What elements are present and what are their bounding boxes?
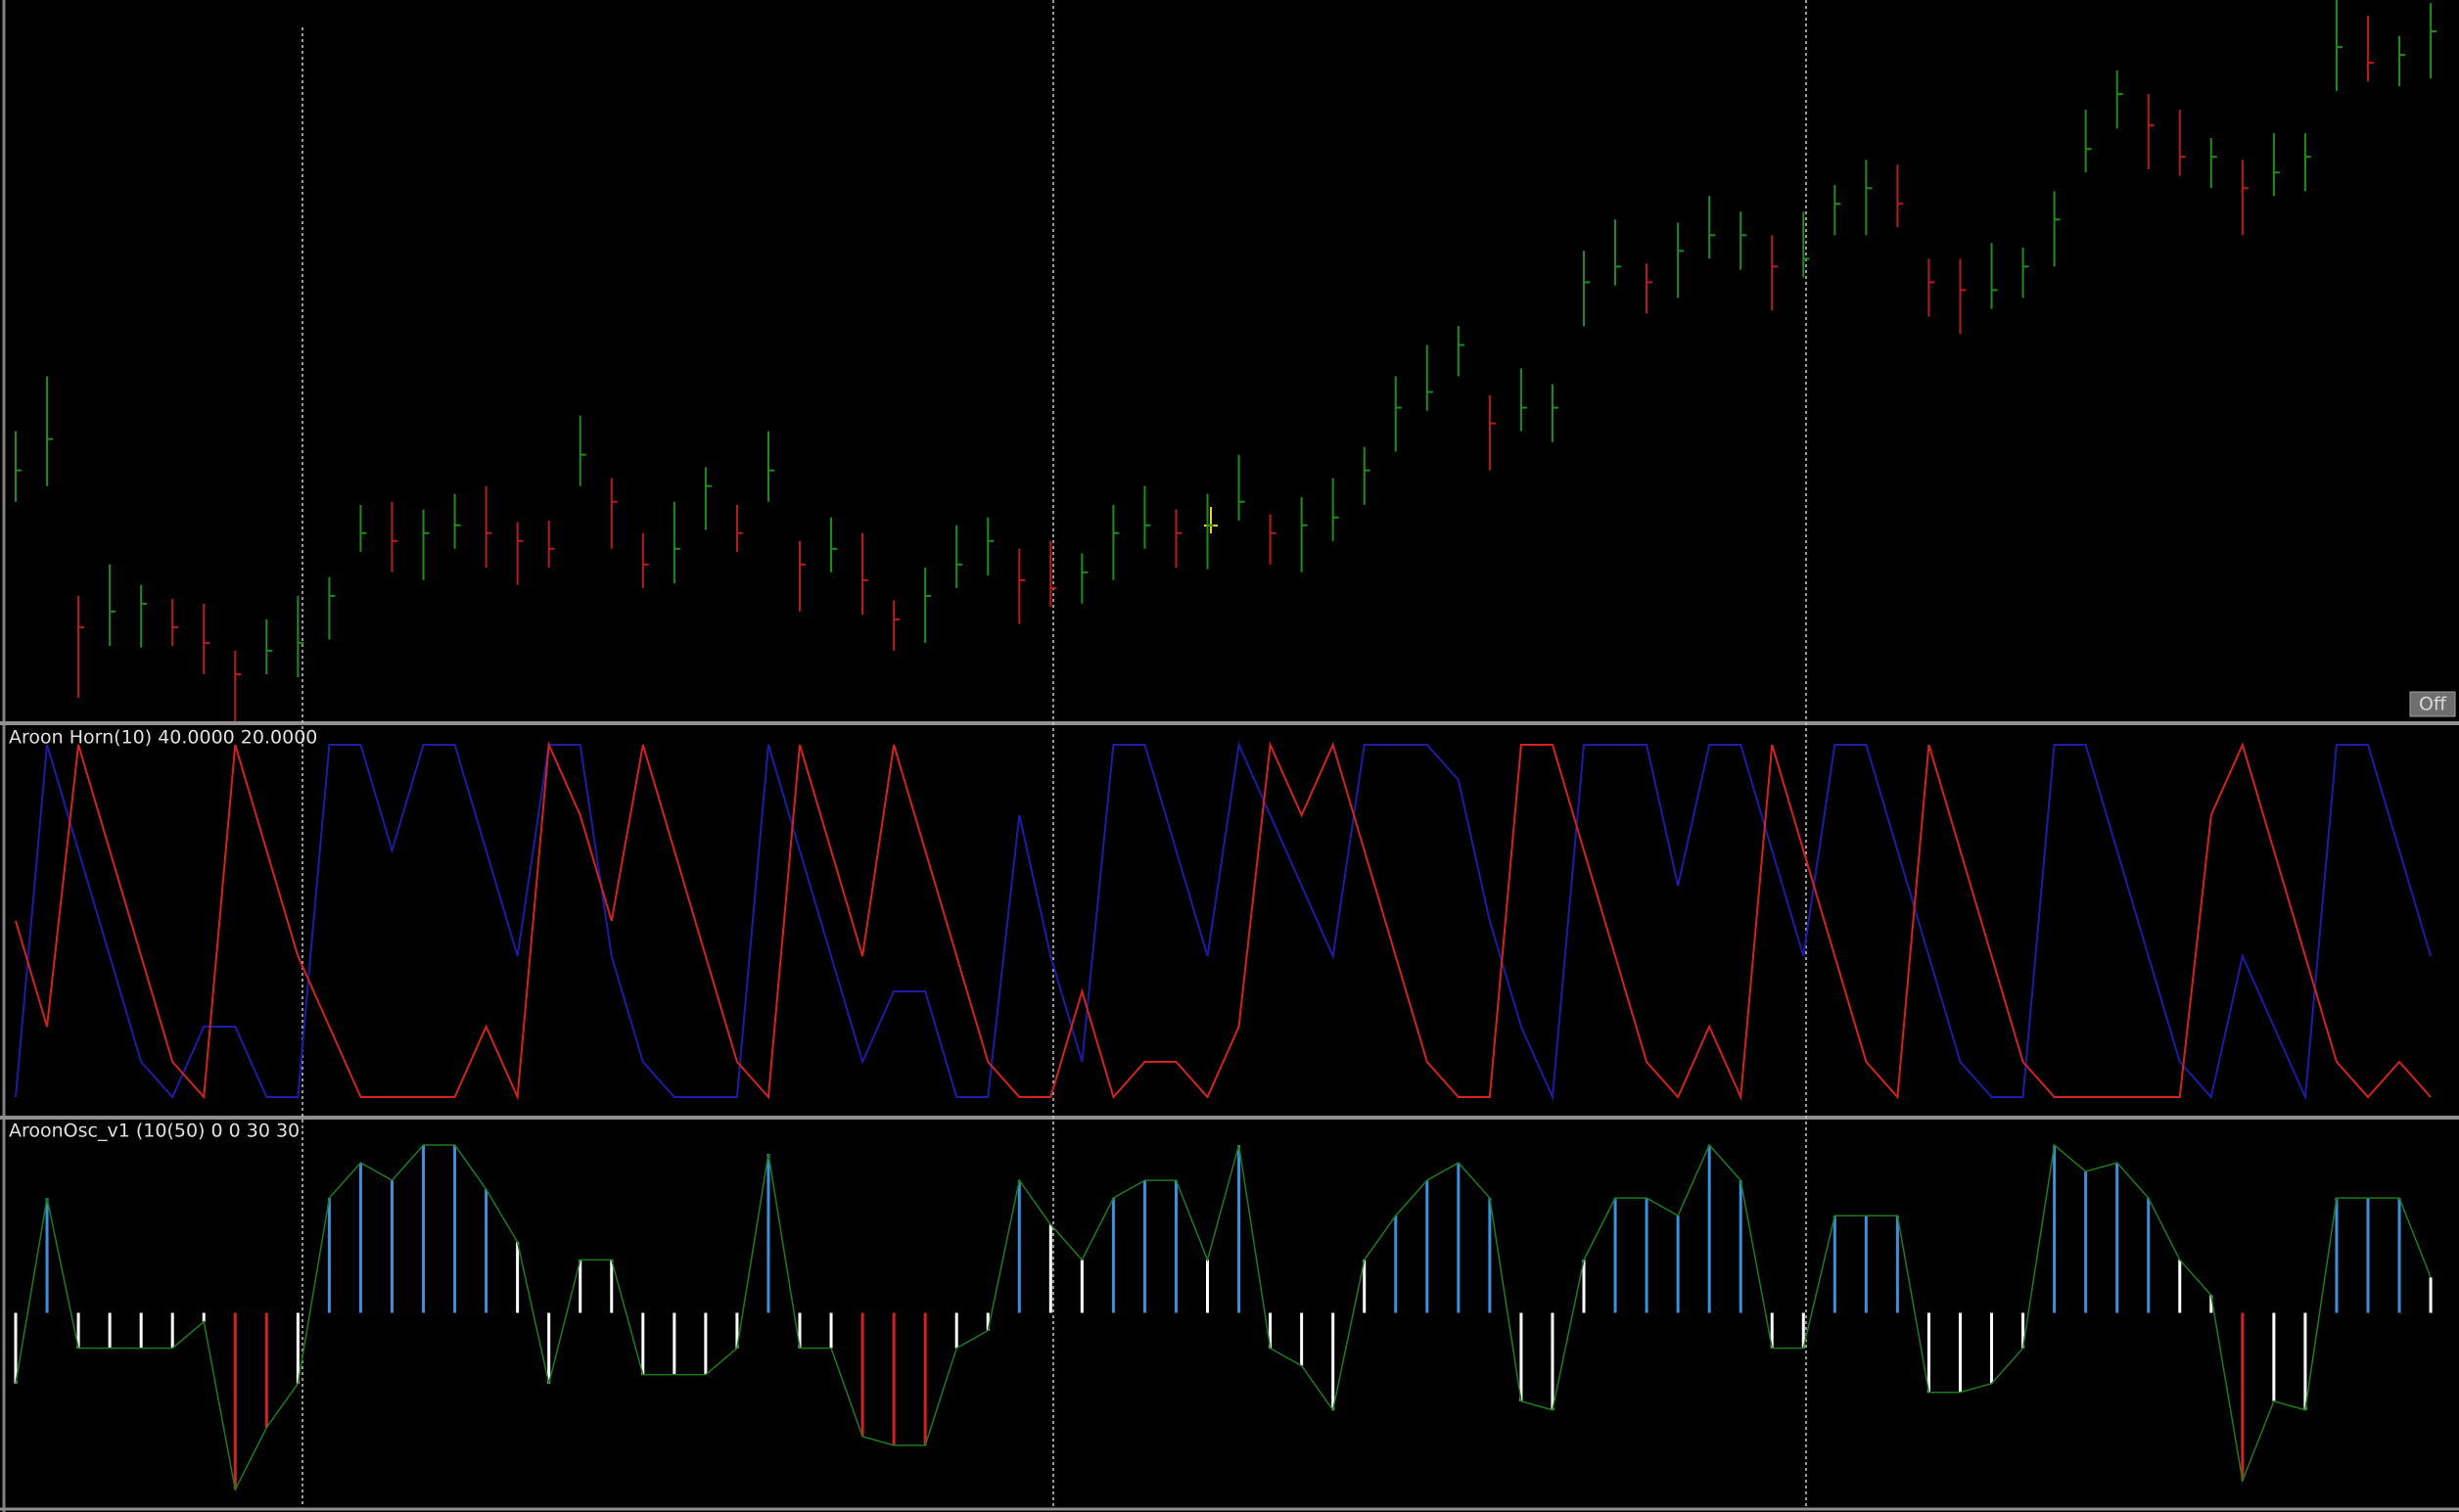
indicator-title: Aroon Horn(10) 40.0000 20.0000 [9, 727, 317, 749]
aroon-line [15, 741, 2432, 1101]
indicator-title: AroonOsc_v1 (10(50) 0 0 30 30 [9, 1121, 300, 1142]
aroon-line [15, 741, 2433, 1101]
off-button[interactable]: Off [2409, 691, 2456, 717]
osc-outline [15, 1143, 2432, 1492]
off-button-label[interactable]: Off [2419, 694, 2447, 715]
off-button-bg[interactable] [2409, 691, 2456, 717]
plot-area [14, 0, 2437, 1492]
